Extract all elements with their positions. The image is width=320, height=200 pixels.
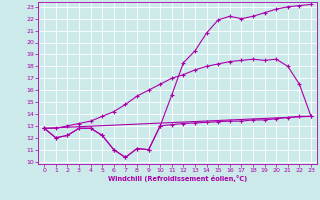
X-axis label: Windchill (Refroidissement éolien,°C): Windchill (Refroidissement éolien,°C) [108,175,247,182]
